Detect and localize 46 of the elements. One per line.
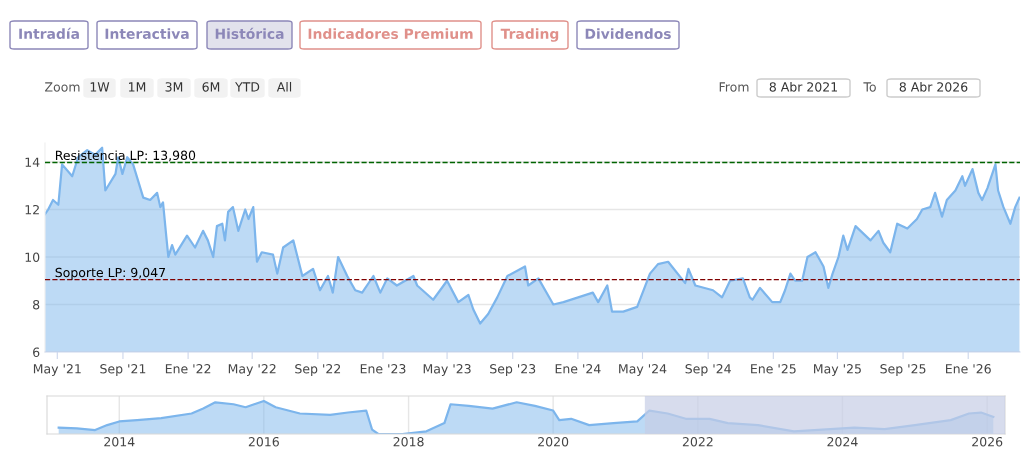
x-tick-label: Ene '26 xyxy=(946,364,991,374)
x-tick-label: Ene '23 xyxy=(360,364,406,374)
y-tick-label: 10 xyxy=(25,252,40,262)
text: From xyxy=(719,82,749,92)
text: Dividendos xyxy=(585,28,671,40)
y-tick-label: 14 xyxy=(25,157,40,167)
text: 1W xyxy=(90,82,110,92)
text: 8 Abr 2021 xyxy=(769,81,838,92)
x-tick-label: May '25 xyxy=(814,364,861,376)
text: Indicadores Premium xyxy=(308,28,473,40)
x-tick-label: 2018 xyxy=(393,437,424,447)
x-tick-label: 2026 xyxy=(972,437,1003,447)
x-tick-label: Sep '23 xyxy=(490,364,536,376)
x-tick-label: Ene '22 xyxy=(165,364,211,374)
text: Intradía xyxy=(19,27,79,40)
x-tick-label: May '24 xyxy=(619,364,667,376)
y-tick-label: 12 xyxy=(25,204,39,215)
x-tick-label: May '23 xyxy=(423,364,471,376)
text: Trading xyxy=(500,28,559,42)
y-tick-label: 8 xyxy=(33,299,40,310)
x-tick-label: Ene '25 xyxy=(751,364,796,374)
x-tick-label: 2024 xyxy=(827,437,858,447)
x-tick-label: Sep '21 xyxy=(100,364,146,376)
ref-line-label: Resistencia LP: 13,980 xyxy=(55,150,196,162)
x-tick-label: May '22 xyxy=(228,364,276,376)
y-tick-label: 6 xyxy=(33,347,40,357)
text: All xyxy=(276,81,292,92)
text: 3M xyxy=(165,82,183,92)
text: To xyxy=(863,82,876,92)
text: 1M xyxy=(129,82,146,92)
x-tick-label: Ene '24 xyxy=(555,364,601,374)
text: Interactiva xyxy=(105,28,189,40)
ref-line-label: Soporte LP: 9,047 xyxy=(55,267,166,280)
x-tick-label: May '21 xyxy=(33,364,81,376)
text: Zoom xyxy=(45,82,80,92)
x-tick-label: Sep '25 xyxy=(880,364,926,376)
text: 6M xyxy=(202,82,220,92)
x-tick-label: 2020 xyxy=(538,437,569,447)
text: Histórica xyxy=(215,27,284,40)
x-tick-label: 2022 xyxy=(682,437,713,447)
x-tick-label: Sep '24 xyxy=(685,364,731,376)
x-tick-label: 2014 xyxy=(104,437,135,447)
x-tick-label: 2016 xyxy=(248,437,279,447)
text: 8 Abr 2026 xyxy=(899,81,968,92)
x-tick-label: Sep '22 xyxy=(295,364,341,376)
text: YTD xyxy=(235,82,260,92)
